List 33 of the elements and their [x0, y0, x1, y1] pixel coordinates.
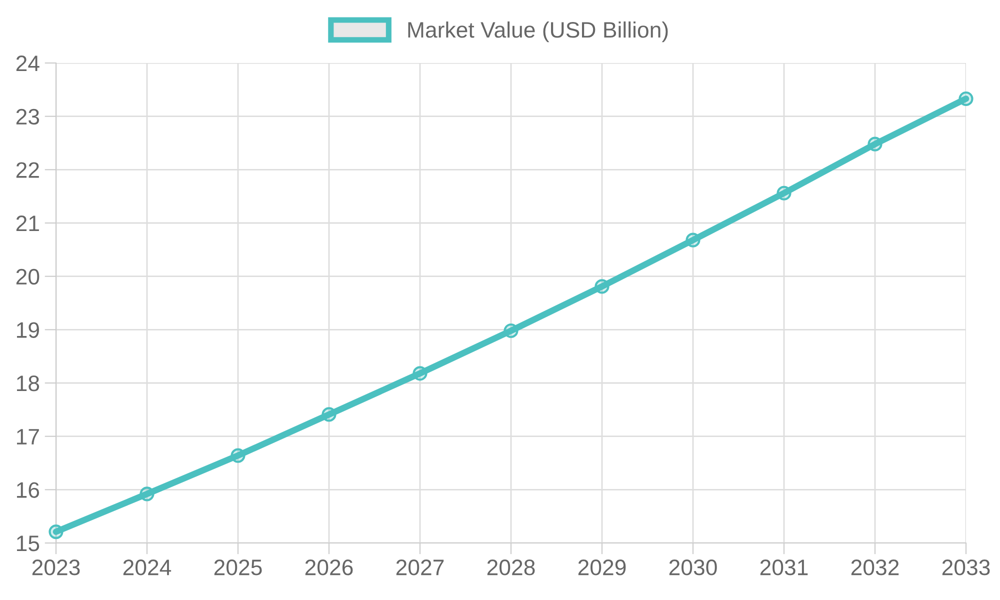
point	[48, 524, 64, 540]
point	[412, 366, 428, 381]
y-tick-label: 23	[16, 108, 40, 125]
x-tick-label: 2031	[760, 560, 808, 576]
x-tick-label: 2026	[305, 560, 353, 576]
y-tick-label: 15	[17, 536, 40, 552]
point	[230, 448, 246, 463]
x-tick-label: 2027	[396, 560, 444, 576]
point	[686, 232, 700, 248]
x-tick-label: 2033	[942, 560, 990, 576]
y-tick-label: 20	[16, 268, 40, 285]
y-tick-label: 22	[16, 162, 39, 178]
point	[140, 486, 154, 502]
y-tick-label: 18	[17, 376, 40, 392]
y-tick-label: 24	[16, 56, 40, 72]
point	[868, 136, 882, 152]
y-tick-label: 16	[17, 482, 40, 498]
y-tick-label: 17	[17, 429, 39, 444]
point	[958, 91, 974, 106]
y-tick-label: 21	[16, 216, 39, 232]
x-tick-label: 2023	[32, 560, 80, 576]
x-tick-label: 2028	[487, 560, 535, 576]
legend-label: Market Value (USD Billion)	[408, 21, 668, 42]
x-tick-label: 2024	[123, 560, 172, 576]
point	[594, 279, 610, 294]
point	[504, 323, 518, 338]
y-tick-label: 19	[17, 322, 39, 338]
point	[776, 186, 792, 200]
x-tick-label: 2030	[669, 560, 717, 576]
point	[322, 407, 336, 422]
x-tick-label: 2032	[851, 560, 899, 576]
x-tick-label: 2025	[214, 560, 262, 576]
x-tick-label: 2029	[578, 560, 626, 576]
